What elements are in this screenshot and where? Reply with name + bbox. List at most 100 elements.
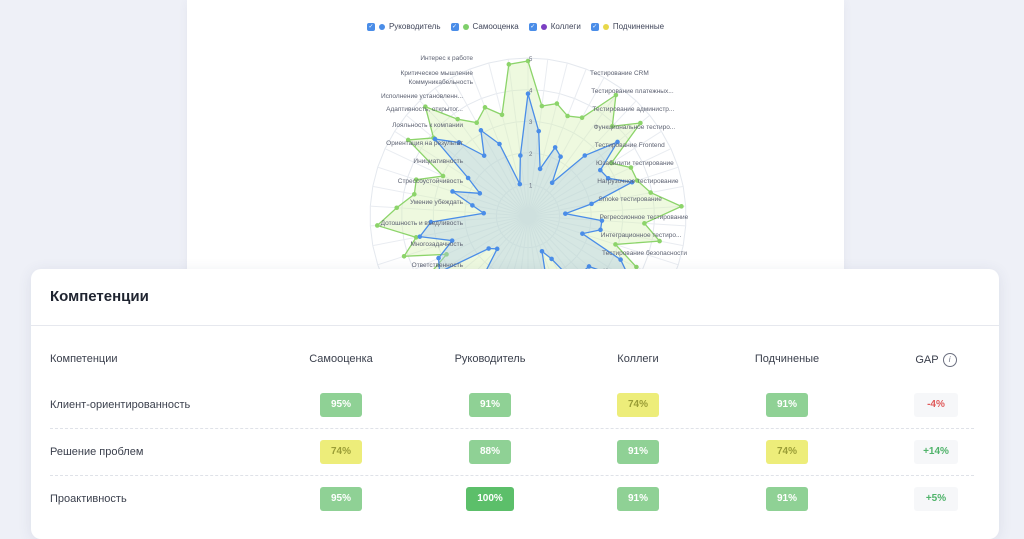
competency-name: Клиент-ориентированность bbox=[50, 399, 191, 411]
manager-series-point bbox=[478, 128, 484, 133]
grid-spoke bbox=[527, 185, 684, 217]
self-series-point bbox=[657, 238, 662, 244]
grid-spoke bbox=[527, 148, 672, 217]
axis-label: Ориентация на результат bbox=[386, 140, 463, 147]
grid-spoke bbox=[370, 215, 529, 227]
competency-name: Проактивность bbox=[50, 493, 127, 505]
self-series-point bbox=[394, 205, 400, 211]
table-row: Проактивность 95% 100% 91% 91% +5% bbox=[50, 476, 974, 522]
tick-label: 2 bbox=[529, 152, 533, 158]
self-series-point bbox=[565, 113, 570, 119]
axis-label: Интерес к работе bbox=[420, 54, 473, 62]
self-series-point bbox=[648, 190, 653, 195]
axis-label: Инициативность bbox=[413, 158, 463, 165]
self-series-point bbox=[634, 264, 639, 270]
legend-item-colleagues[interactable]: ✓ Коллеги bbox=[528, 22, 581, 31]
grid-ring bbox=[369, 57, 687, 290]
axis-label: Регрессионное тестирование bbox=[600, 214, 689, 221]
manager-series-point bbox=[465, 175, 471, 181]
grid-spoke bbox=[527, 62, 568, 217]
score-manager: 100% bbox=[466, 487, 514, 511]
grid-spoke bbox=[527, 87, 622, 217]
legend-label: Коллеги bbox=[550, 22, 581, 31]
score-manager: 88% bbox=[469, 440, 511, 464]
axis-label: Ответственность bbox=[412, 262, 464, 269]
grid-spoke bbox=[527, 114, 651, 217]
manager-series-point bbox=[598, 167, 603, 173]
grid-spoke bbox=[419, 100, 529, 217]
header-colleagues: Коллеги bbox=[617, 353, 659, 365]
self-series-point bbox=[609, 160, 614, 166]
grid-spoke bbox=[527, 215, 679, 266]
manager-series-point bbox=[481, 153, 487, 158]
table-header: Компетенции Самооценка Руководитель Колл… bbox=[31, 353, 999, 369]
axis-label: Тестирование платежных... bbox=[591, 88, 674, 95]
divider bbox=[31, 325, 999, 326]
score-subordinates: 91% bbox=[766, 393, 808, 417]
self-series-polygon bbox=[375, 60, 684, 290]
manager-series-point bbox=[417, 234, 423, 239]
self-series-point bbox=[412, 192, 417, 197]
tick-label: 4 bbox=[529, 89, 533, 95]
checkbox-icon[interactable]: ✓ bbox=[590, 22, 599, 31]
manager-series-point bbox=[486, 246, 491, 251]
self-series-point bbox=[613, 92, 619, 98]
legend-item-manager[interactable]: ✓ Руководитель bbox=[366, 22, 441, 31]
manager-series-point bbox=[549, 180, 555, 186]
radar-series bbox=[374, 58, 684, 290]
gap-value: +14% bbox=[914, 440, 958, 464]
self-series-point bbox=[401, 253, 407, 259]
legend-label: Самооценка bbox=[472, 22, 519, 31]
manager-series-point bbox=[598, 227, 603, 233]
tick-label: 5 bbox=[529, 57, 533, 63]
self-series-point bbox=[423, 104, 428, 110]
axis-label: Юзабилити тестирование bbox=[596, 159, 674, 167]
axis-label: Критическое мышление bbox=[401, 70, 474, 77]
manager-series-point bbox=[605, 175, 611, 181]
manager-series-point bbox=[494, 246, 500, 252]
axis-label: Дотошность и въедливость bbox=[381, 220, 464, 227]
axis-label: Коммуникабельность bbox=[408, 78, 473, 86]
axis-label: Стрессоустойчивость bbox=[398, 177, 464, 185]
axis-label: Умение убеждать bbox=[410, 198, 464, 206]
tick-label: 3 bbox=[529, 120, 533, 126]
manager-series-point bbox=[518, 153, 523, 158]
self-series-point bbox=[506, 62, 512, 67]
grid-spoke bbox=[508, 215, 529, 290]
manager-series-point bbox=[629, 179, 635, 185]
self-series-point bbox=[405, 137, 411, 143]
grid-spoke bbox=[405, 114, 529, 217]
grid-spoke bbox=[488, 62, 529, 217]
grid-spoke bbox=[394, 130, 529, 217]
self-series-point bbox=[539, 103, 545, 109]
checkbox-icon[interactable]: ✓ bbox=[450, 22, 459, 31]
self-series-point bbox=[613, 242, 618, 247]
tick-label: 1 bbox=[529, 183, 533, 189]
axis-label: Адаптивность, открытог... bbox=[386, 106, 463, 113]
checkbox-icon[interactable]: ✓ bbox=[528, 22, 537, 31]
grid-spoke bbox=[527, 205, 686, 217]
score-subordinates: 91% bbox=[766, 487, 808, 511]
self-series-point bbox=[499, 112, 505, 118]
legend-item-self[interactable]: ✓ Самооценка bbox=[450, 22, 519, 31]
self-series-point bbox=[610, 123, 615, 129]
gap-value: -4% bbox=[914, 393, 958, 417]
manager-series-point bbox=[428, 219, 434, 225]
dot-icon bbox=[378, 23, 385, 30]
self-series-point bbox=[455, 116, 460, 122]
info-icon[interactable]: i bbox=[942, 353, 957, 367]
axis-label: Многозадачность bbox=[411, 241, 464, 248]
manager-series-point bbox=[536, 128, 542, 134]
self-series-point bbox=[440, 173, 446, 179]
score-self: 95% bbox=[320, 487, 362, 511]
grid-spoke bbox=[527, 68, 587, 217]
legend-item-subordinates[interactable]: ✓ Подчиненные bbox=[590, 22, 664, 31]
grid-spoke bbox=[527, 215, 686, 227]
legend-label: Руководитель bbox=[388, 22, 441, 31]
manager-series-point bbox=[481, 210, 487, 216]
grid-spoke bbox=[372, 185, 529, 217]
dot-icon bbox=[462, 23, 469, 30]
manager-series-point bbox=[563, 211, 568, 216]
checkbox-icon[interactable]: ✓ bbox=[366, 22, 375, 31]
score-self: 74% bbox=[320, 440, 362, 464]
